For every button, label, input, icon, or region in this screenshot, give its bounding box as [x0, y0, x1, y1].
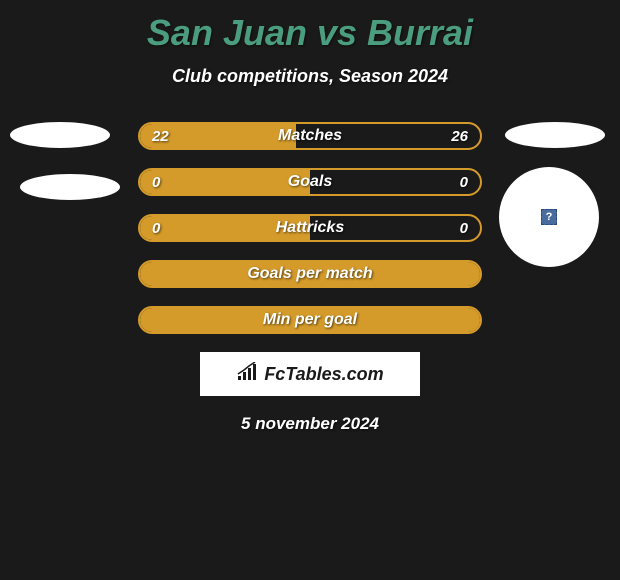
placeholder-icon: ?: [541, 209, 557, 225]
stat-bars: 22 Matches 26 0 Goals 0 0 Hattricks 0 Go…: [138, 122, 482, 334]
stat-right-value: 26: [451, 128, 468, 145]
decor-ellipse-top-right: [505, 122, 605, 148]
decor-circle-right: ?: [499, 167, 599, 267]
stat-bar-goals: 0 Goals 0: [138, 168, 482, 196]
decor-ellipse-mid-left: [20, 174, 120, 200]
date-label: 5 november 2024: [0, 414, 620, 434]
stat-label: Goals per match: [140, 265, 480, 283]
stat-label: Hattricks: [140, 219, 480, 237]
page-title: San Juan vs Burrai: [0, 0, 620, 54]
logo-text: FcTables.com: [264, 364, 383, 385]
logo: FcTables.com: [236, 362, 383, 387]
stat-right-value: 0: [460, 174, 468, 191]
chart-icon: [236, 362, 260, 387]
stat-bar-hattricks: 0 Hattricks 0: [138, 214, 482, 242]
stat-right-value: 0: [460, 220, 468, 237]
logo-box: FcTables.com: [200, 352, 420, 396]
stat-bar-goals-per-match: Goals per match: [138, 260, 482, 288]
stat-label: Goals: [140, 173, 480, 191]
stat-label: Matches: [140, 127, 480, 145]
stat-bar-matches: 22 Matches 26: [138, 122, 482, 150]
subtitle: Club competitions, Season 2024: [0, 66, 620, 87]
stat-label: Min per goal: [140, 311, 480, 329]
stat-bar-min-per-goal: Min per goal: [138, 306, 482, 334]
decor-ellipse-top-left: [10, 122, 110, 148]
content-area: ? 22 Matches 26 0 Goals 0 0 Hattricks 0 …: [0, 122, 620, 434]
